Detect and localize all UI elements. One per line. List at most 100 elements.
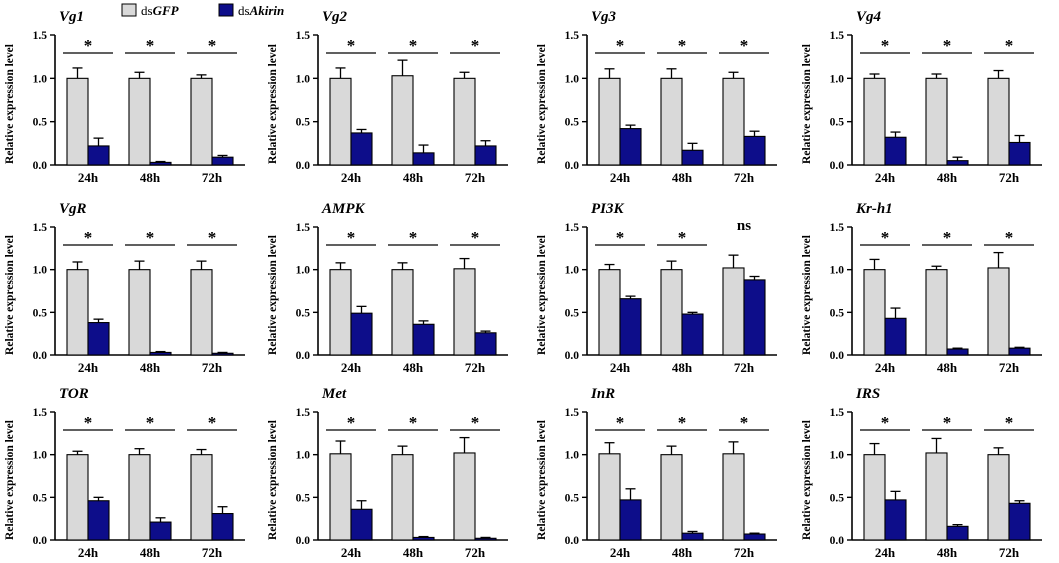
bar-dsakirin-24h xyxy=(619,298,642,356)
significance-label: * xyxy=(1005,36,1014,55)
y-tick-label: 0.5 xyxy=(33,307,48,319)
bar-dsakirin-24h xyxy=(350,312,373,356)
bar-dsakirin-24h xyxy=(619,499,642,541)
bar-dsakirin-48h xyxy=(149,351,172,356)
bar-dsakirin-48h xyxy=(946,160,969,166)
bar-dsgfp-72h xyxy=(987,454,1010,541)
y-tick-label: 1.0 xyxy=(830,450,845,462)
chart-title: AMPK xyxy=(321,201,366,217)
bar-dsgfp-24h xyxy=(66,454,89,541)
bar-dsgfp-48h xyxy=(391,269,414,356)
chart-panel-vg1: Relative expression level 0.0 0.5 1.0 1.5 Vg1… xyxy=(4,9,245,185)
x-tick-label: 24h xyxy=(78,360,99,375)
y-axis-label: Relative expression level xyxy=(4,420,16,540)
bar-dsakirin-48h xyxy=(681,149,704,166)
y-tick-label: 1.0 xyxy=(33,73,48,85)
significance-label: * xyxy=(881,36,890,55)
bar-dsgfp-72h xyxy=(190,77,213,166)
y-tick-label: 1.0 xyxy=(33,450,48,462)
y-tick-label: 0.0 xyxy=(565,535,580,547)
significance-label: ns xyxy=(737,218,751,234)
bar-dsakirin-24h xyxy=(350,508,373,541)
chart-title: VgR xyxy=(59,201,87,217)
bar-dsgfp-24h xyxy=(329,453,352,541)
x-tick-label: 72h xyxy=(999,170,1020,185)
significance-label: * xyxy=(881,228,890,247)
y-tick-label: 1.5 xyxy=(33,222,48,234)
significance-label: * xyxy=(943,36,952,55)
x-tick-label: 24h xyxy=(78,545,99,560)
significance-label: * xyxy=(84,228,93,247)
x-tick-label: 24h xyxy=(610,170,631,185)
x-tick-label: 48h xyxy=(937,170,958,185)
significance-label: * xyxy=(471,228,480,247)
bar-dsgfp-48h xyxy=(660,454,683,541)
bar-dsakirin-72h xyxy=(211,512,234,541)
y-tick-label: 0.5 xyxy=(565,117,580,129)
bar-dsgfp-72h xyxy=(190,269,213,356)
bar-dsakirin-24h xyxy=(884,136,907,166)
bar-dsakirin-48h xyxy=(681,313,704,356)
y-tick-label: 1.0 xyxy=(830,73,845,85)
bar-dsgfp-72h xyxy=(722,453,745,541)
x-tick-label: 48h xyxy=(937,360,958,375)
chart-title: Vg2 xyxy=(322,9,348,25)
chart-panel-pi3k: Relative expression level 0.0 0.5 1.0 1.5 PI3… xyxy=(536,201,777,375)
y-tick-label: 1.0 xyxy=(296,73,311,85)
significance-label: * xyxy=(146,228,155,247)
y-tick-label: 1.0 xyxy=(565,450,580,462)
legend-gfp-swatch xyxy=(121,3,137,17)
bar-dsgfp-24h xyxy=(66,269,89,356)
bar-dsakirin-72h xyxy=(211,352,234,356)
y-tick-label: 0.0 xyxy=(33,535,48,547)
y-tick-label: 1.5 xyxy=(33,30,48,42)
y-axis-label: Relative expression level xyxy=(536,44,548,164)
x-tick-label: 72h xyxy=(202,360,223,375)
bar-dsgfp-48h xyxy=(128,269,151,356)
y-tick-label: 0.5 xyxy=(830,307,845,319)
y-tick-label: 1.5 xyxy=(830,407,845,419)
y-tick-label: 0.5 xyxy=(830,492,845,504)
y-tick-label: 1.5 xyxy=(565,407,580,419)
bar-dsakirin-24h xyxy=(350,132,373,166)
bar-dsgfp-24h xyxy=(329,269,352,356)
bar-dsakirin-48h xyxy=(412,536,435,541)
y-axis-label: Relative expression level xyxy=(4,235,16,355)
y-axis-label: Relative expression level xyxy=(801,44,813,164)
x-tick-label: 48h xyxy=(672,360,693,375)
x-tick-label: 72h xyxy=(734,360,755,375)
x-tick-label: 72h xyxy=(202,545,223,560)
bar-dsgfp-24h xyxy=(863,454,886,541)
significance-label: * xyxy=(616,36,625,55)
bar-dsakirin-48h xyxy=(946,525,969,541)
y-tick-label: 1.0 xyxy=(33,265,48,277)
bar-dsakirin-48h xyxy=(946,348,969,356)
bar-dsakirin-48h xyxy=(149,161,172,166)
x-tick-label: 72h xyxy=(734,170,755,185)
x-tick-label: 24h xyxy=(341,545,362,560)
significance-label: * xyxy=(678,228,687,247)
x-tick-label: 72h xyxy=(202,170,223,185)
y-tick-label: 1.5 xyxy=(565,30,580,42)
y-tick-label: 1.5 xyxy=(296,222,311,234)
significance-label: * xyxy=(471,36,480,55)
bar-dsakirin-72h xyxy=(743,279,766,356)
y-tick-label: 1.0 xyxy=(830,265,845,277)
y-tick-label: 0.5 xyxy=(296,117,311,129)
bar-dsgfp-24h xyxy=(66,77,89,166)
legend-gfp-label: dsGFP xyxy=(141,3,180,18)
chart-title: TOR xyxy=(59,386,89,402)
y-tick-label: 0.5 xyxy=(830,117,845,129)
significance-label: * xyxy=(409,36,418,55)
chart-panel-inr: Relative expression level 0.0 0.5 1.0 1.5 InR… xyxy=(536,386,777,560)
bar-dsgfp-24h xyxy=(863,77,886,166)
bar-dsgfp-48h xyxy=(660,269,683,356)
chart-panel-vg2: Relative expression level 0.0 0.5 1.0 1.5 Vg2… xyxy=(267,9,508,185)
bar-dsgfp-72h xyxy=(722,267,745,356)
chart-title: PI3K xyxy=(591,201,625,217)
y-tick-label: 0.5 xyxy=(33,117,48,129)
significance-label: * xyxy=(208,228,217,247)
y-tick-label: 1.5 xyxy=(33,407,48,419)
y-axis-label: Relative expression level xyxy=(267,44,279,164)
y-tick-label: 1.0 xyxy=(296,450,311,462)
